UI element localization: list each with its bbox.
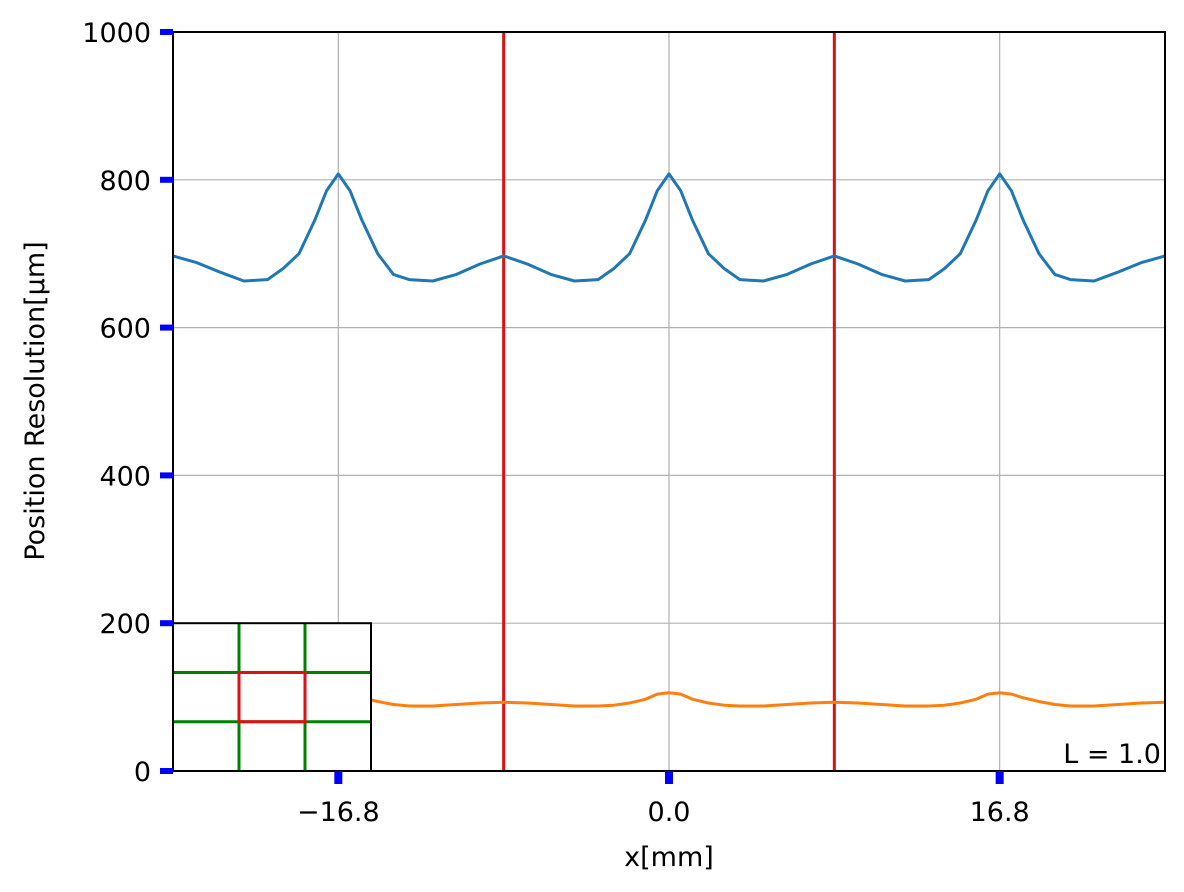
y-tick-mark — [160, 620, 173, 627]
y-tick-mark — [160, 29, 173, 35]
y-tick-label: 600 — [99, 314, 151, 345]
annotation-label: L = 1.0 — [1063, 739, 1161, 770]
x-tick-label: −16.8 — [297, 797, 380, 828]
y-tick-mark — [160, 324, 173, 331]
x-tick-label: 0.0 — [648, 797, 691, 828]
inset-highlight-cell — [237, 670, 307, 724]
y-tick-label: 200 — [99, 609, 151, 640]
y-tick-label: 800 — [99, 166, 151, 197]
x-tick-mark — [334, 771, 343, 784]
y-tick-mark — [160, 768, 173, 774]
x-tick-mark — [995, 771, 1004, 784]
inset-cell-map — [172, 622, 372, 773]
y-axis-label: Position Resolution[µm] — [20, 241, 51, 560]
y-tick-mark — [160, 472, 173, 479]
series-line-0 — [173, 172, 1165, 283]
x-tick-mark — [665, 771, 673, 784]
y-tick-mark — [160, 176, 173, 183]
y-tick-label: 400 — [99, 461, 151, 492]
y-tick-label: 1000 — [82, 18, 151, 49]
x-tick-label: 16.8 — [970, 797, 1030, 828]
boundary-lines — [502, 32, 836, 771]
y-tick-label: 0 — [134, 757, 151, 788]
axis-ticks: 0 200 400 600 800 1000 −16.8 0.0 16.8 — [82, 18, 1029, 828]
x-axis-label: x[mm] — [624, 842, 714, 873]
inset-background — [173, 623, 371, 771]
